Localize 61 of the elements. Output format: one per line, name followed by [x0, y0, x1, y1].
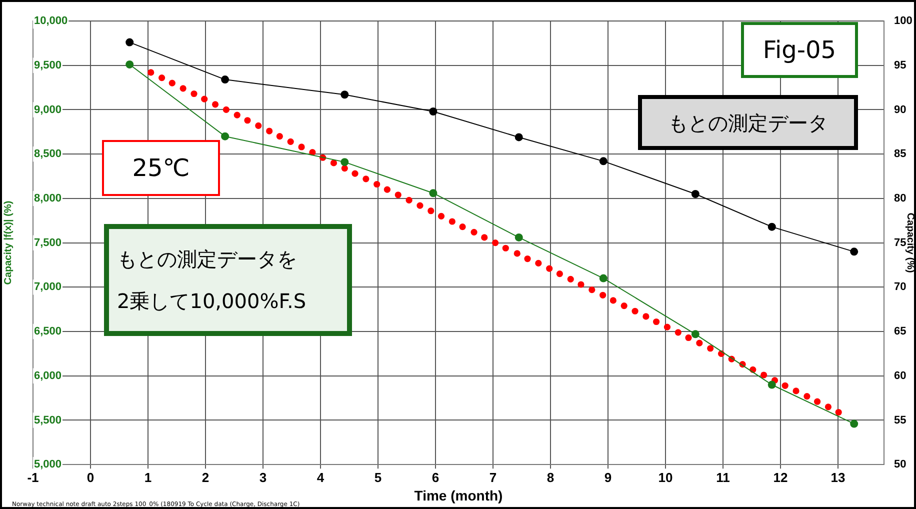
annotation: 25℃	[102, 140, 220, 196]
x-tick-label: 7	[489, 470, 497, 485]
x-tick-label: 10	[658, 470, 673, 485]
y2-tick-label: 85	[894, 148, 906, 160]
y-tick-label: 7,500	[34, 236, 62, 249]
y-axis-title: Capacity |f(x)| (%)	[2, 200, 14, 285]
point	[768, 222, 776, 231]
x-axis-title: Time (month)	[414, 487, 503, 504]
point	[126, 60, 134, 68]
y2-tick-label: 90	[894, 104, 906, 116]
x-tick-label: 9	[604, 470, 612, 485]
point	[340, 90, 349, 99]
point	[599, 274, 608, 282]
point	[221, 76, 230, 84]
y-tick-label: 6,000	[34, 370, 62, 382]
point	[768, 380, 776, 389]
y2-tick-label: 50	[894, 458, 906, 471]
point	[850, 248, 858, 256]
point	[599, 157, 608, 166]
y-tick-label: 6,500	[34, 326, 62, 338]
point	[429, 189, 438, 198]
y2-tick-label: 55	[894, 414, 906, 426]
point	[429, 107, 438, 116]
x-tick-label: 1	[144, 470, 152, 485]
x-tick-label: 11	[716, 470, 730, 485]
annotation: Fig-05	[741, 22, 858, 78]
x-tick-label: 8	[546, 470, 554, 485]
y2-tick-label: 95	[894, 59, 906, 72]
point	[221, 132, 230, 140]
y-tick-label: 9,500	[34, 59, 62, 72]
x-tick-label: 3	[259, 470, 267, 485]
y2-tick-label: 75	[894, 236, 906, 249]
y-tick-label: 8,000	[34, 192, 62, 204]
y-tick-label: 5,500	[34, 414, 62, 426]
point	[850, 420, 858, 428]
y2-tick-label: 80	[894, 192, 906, 204]
x-tick-label: 0	[86, 470, 94, 485]
x-tick-label: 12	[773, 470, 788, 485]
point	[691, 190, 700, 198]
x-tick-label: -1	[27, 470, 39, 485]
annotation: もとの測定データを 2乗して10,000%F.S	[104, 224, 352, 336]
point	[126, 38, 134, 46]
annotation: もとの測定データ	[638, 95, 858, 150]
y-tick-label: 5,000	[34, 458, 62, 471]
point	[340, 158, 349, 166]
y-tick-label: 10,000	[34, 15, 68, 28]
point	[514, 233, 523, 242]
y2-tick-label: 65	[894, 326, 906, 338]
y-tick-label: 9,000	[34, 104, 62, 116]
y-tick-label: 8,500	[34, 148, 62, 160]
y2-tick-label: 60	[894, 370, 906, 382]
y2-tick-label: 70	[894, 281, 906, 294]
x-tick-label: 2	[202, 470, 210, 485]
point	[514, 133, 523, 142]
point	[691, 330, 700, 338]
x-tick-label: 13	[830, 470, 846, 485]
x-tick-label: 5	[374, 470, 382, 485]
x-tick-label: 6	[432, 470, 440, 485]
y2-tick-label: 100	[894, 15, 912, 28]
y-tick-label: 7,000	[34, 281, 62, 294]
x-tick-label: 4	[316, 470, 325, 485]
